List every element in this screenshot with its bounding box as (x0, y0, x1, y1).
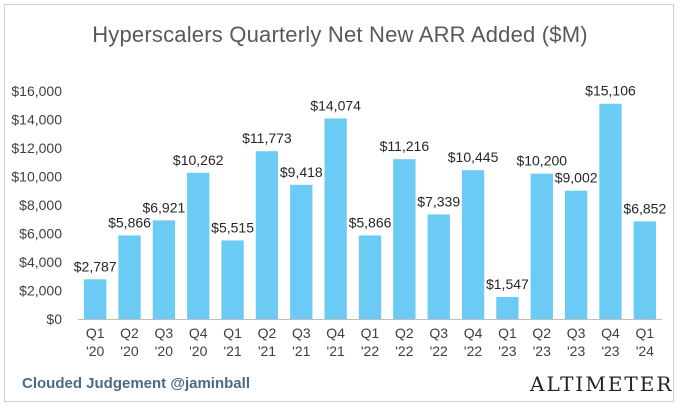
x-tick-label-quarter: Q1 (361, 325, 380, 341)
data-labels: $2,787$5,866$6,921$10,262$5,515$11,773$9… (74, 83, 667, 292)
data-label: $9,418 (280, 164, 323, 180)
x-tick-label-year: '24 (636, 343, 654, 359)
bars (84, 103, 656, 320)
bar (84, 279, 107, 319)
y-tick-label: $14,000 (11, 112, 62, 128)
x-tick-label-quarter: Q3 (292, 325, 311, 341)
x-tick-label-quarter: Q4 (601, 325, 620, 341)
x-tick-label-quarter: Q1 (498, 325, 517, 341)
data-label: $10,262 (173, 152, 224, 168)
bar (496, 296, 519, 319)
y-tick-label: $4,000 (19, 254, 62, 270)
x-tick-label-year: '20 (155, 343, 173, 359)
bar (393, 159, 416, 319)
bar (633, 221, 656, 319)
y-tick-label: $10,000 (11, 169, 62, 185)
x-tick-label-year: '21 (223, 343, 241, 359)
bar (221, 240, 244, 319)
x-tick-label-year: '23 (533, 343, 551, 359)
bar (599, 103, 622, 319)
data-label: $5,866 (108, 214, 151, 230)
x-tick-label-year: '20 (189, 343, 207, 359)
x-tick-label-quarter: Q3 (567, 325, 586, 341)
x-tick-label-quarter: Q1 (635, 325, 654, 341)
x-tick-label-year: '22 (395, 343, 413, 359)
x-tick-label-year: '21 (258, 343, 276, 359)
bar (358, 235, 382, 319)
y-tick-label: $2,000 (19, 283, 62, 299)
x-tick-label-quarter: Q2 (532, 325, 551, 341)
data-label: $1,547 (486, 276, 529, 292)
bar (461, 170, 485, 319)
data-label: $10,200 (516, 153, 567, 169)
data-label: $11,216 (380, 138, 430, 154)
x-tick-label-quarter: Q1 (223, 325, 242, 341)
x-tick-label-quarter: Q3 (155, 325, 174, 341)
bar (187, 172, 210, 319)
x-tick-label-year: '23 (498, 343, 516, 359)
x-tick-label-year: '22 (430, 343, 448, 359)
x-tick-label-year: '21 (327, 343, 345, 359)
x-tick-label-year: '20 (86, 343, 104, 359)
data-label: $2,787 (74, 258, 117, 274)
brand-logo-text: ALTIMETER (530, 372, 674, 396)
x-tick-label-quarter: Q2 (120, 325, 139, 341)
chart-title: Hyperscalers Quarterly Net New ARR Added… (92, 22, 588, 47)
x-tick-label-quarter: Q2 (258, 325, 277, 341)
bar (290, 184, 313, 319)
data-label: $5,866 (349, 214, 392, 230)
bar (530, 173, 553, 319)
bar (564, 190, 588, 319)
x-tick-label-year: '21 (292, 343, 310, 359)
bar (427, 214, 450, 319)
data-label: $5,515 (211, 219, 254, 235)
data-label: $15,106 (585, 83, 636, 99)
data-label: $14,074 (310, 97, 361, 113)
x-tick-label-year: '22 (361, 343, 379, 359)
y-axis: $0 $2,000 $4,000 $6,000 $8,000 $10,000 $12,000… (11, 83, 62, 327)
data-label: $7,339 (417, 193, 460, 209)
x-tick-label-year: '20 (120, 343, 138, 359)
bar (324, 118, 347, 320)
y-tick-label: $6,000 (19, 226, 62, 242)
data-label: $6,921 (142, 199, 185, 215)
data-label: $9,002 (555, 170, 598, 186)
x-tick-label-quarter: Q3 (429, 325, 448, 341)
x-axis: Q1 '20 Q2 '20 Q3 '20 Q4 '20 Q1 '21 Q2 '21 Q3 '21 Q4 '21… (86, 325, 655, 359)
x-tick-label-quarter: Q4 (326, 325, 345, 341)
bar (255, 151, 279, 319)
x-tick-label-year: '23 (567, 343, 585, 359)
x-tick-label-quarter: Q2 (395, 325, 414, 341)
bar (152, 220, 176, 319)
credit-text: Clouded Judgement @jaminball (22, 375, 250, 392)
y-tick-label: $12,000 (11, 140, 62, 156)
bar (118, 235, 141, 319)
x-tick-label-quarter: Q4 (464, 325, 483, 341)
data-label: $11,773 (242, 130, 292, 146)
x-tick-label-quarter: Q1 (86, 325, 105, 341)
x-tick-label-year: '22 (464, 343, 482, 359)
x-tick-label-quarter: Q4 (189, 325, 208, 341)
y-tick-label: $16,000 (11, 83, 62, 99)
data-label: $6,852 (623, 200, 666, 216)
y-tick-label: $0 (46, 311, 62, 327)
data-label: $10,445 (448, 149, 499, 165)
y-tick-label: $8,000 (19, 197, 62, 213)
x-tick-label-year: '23 (601, 343, 619, 359)
